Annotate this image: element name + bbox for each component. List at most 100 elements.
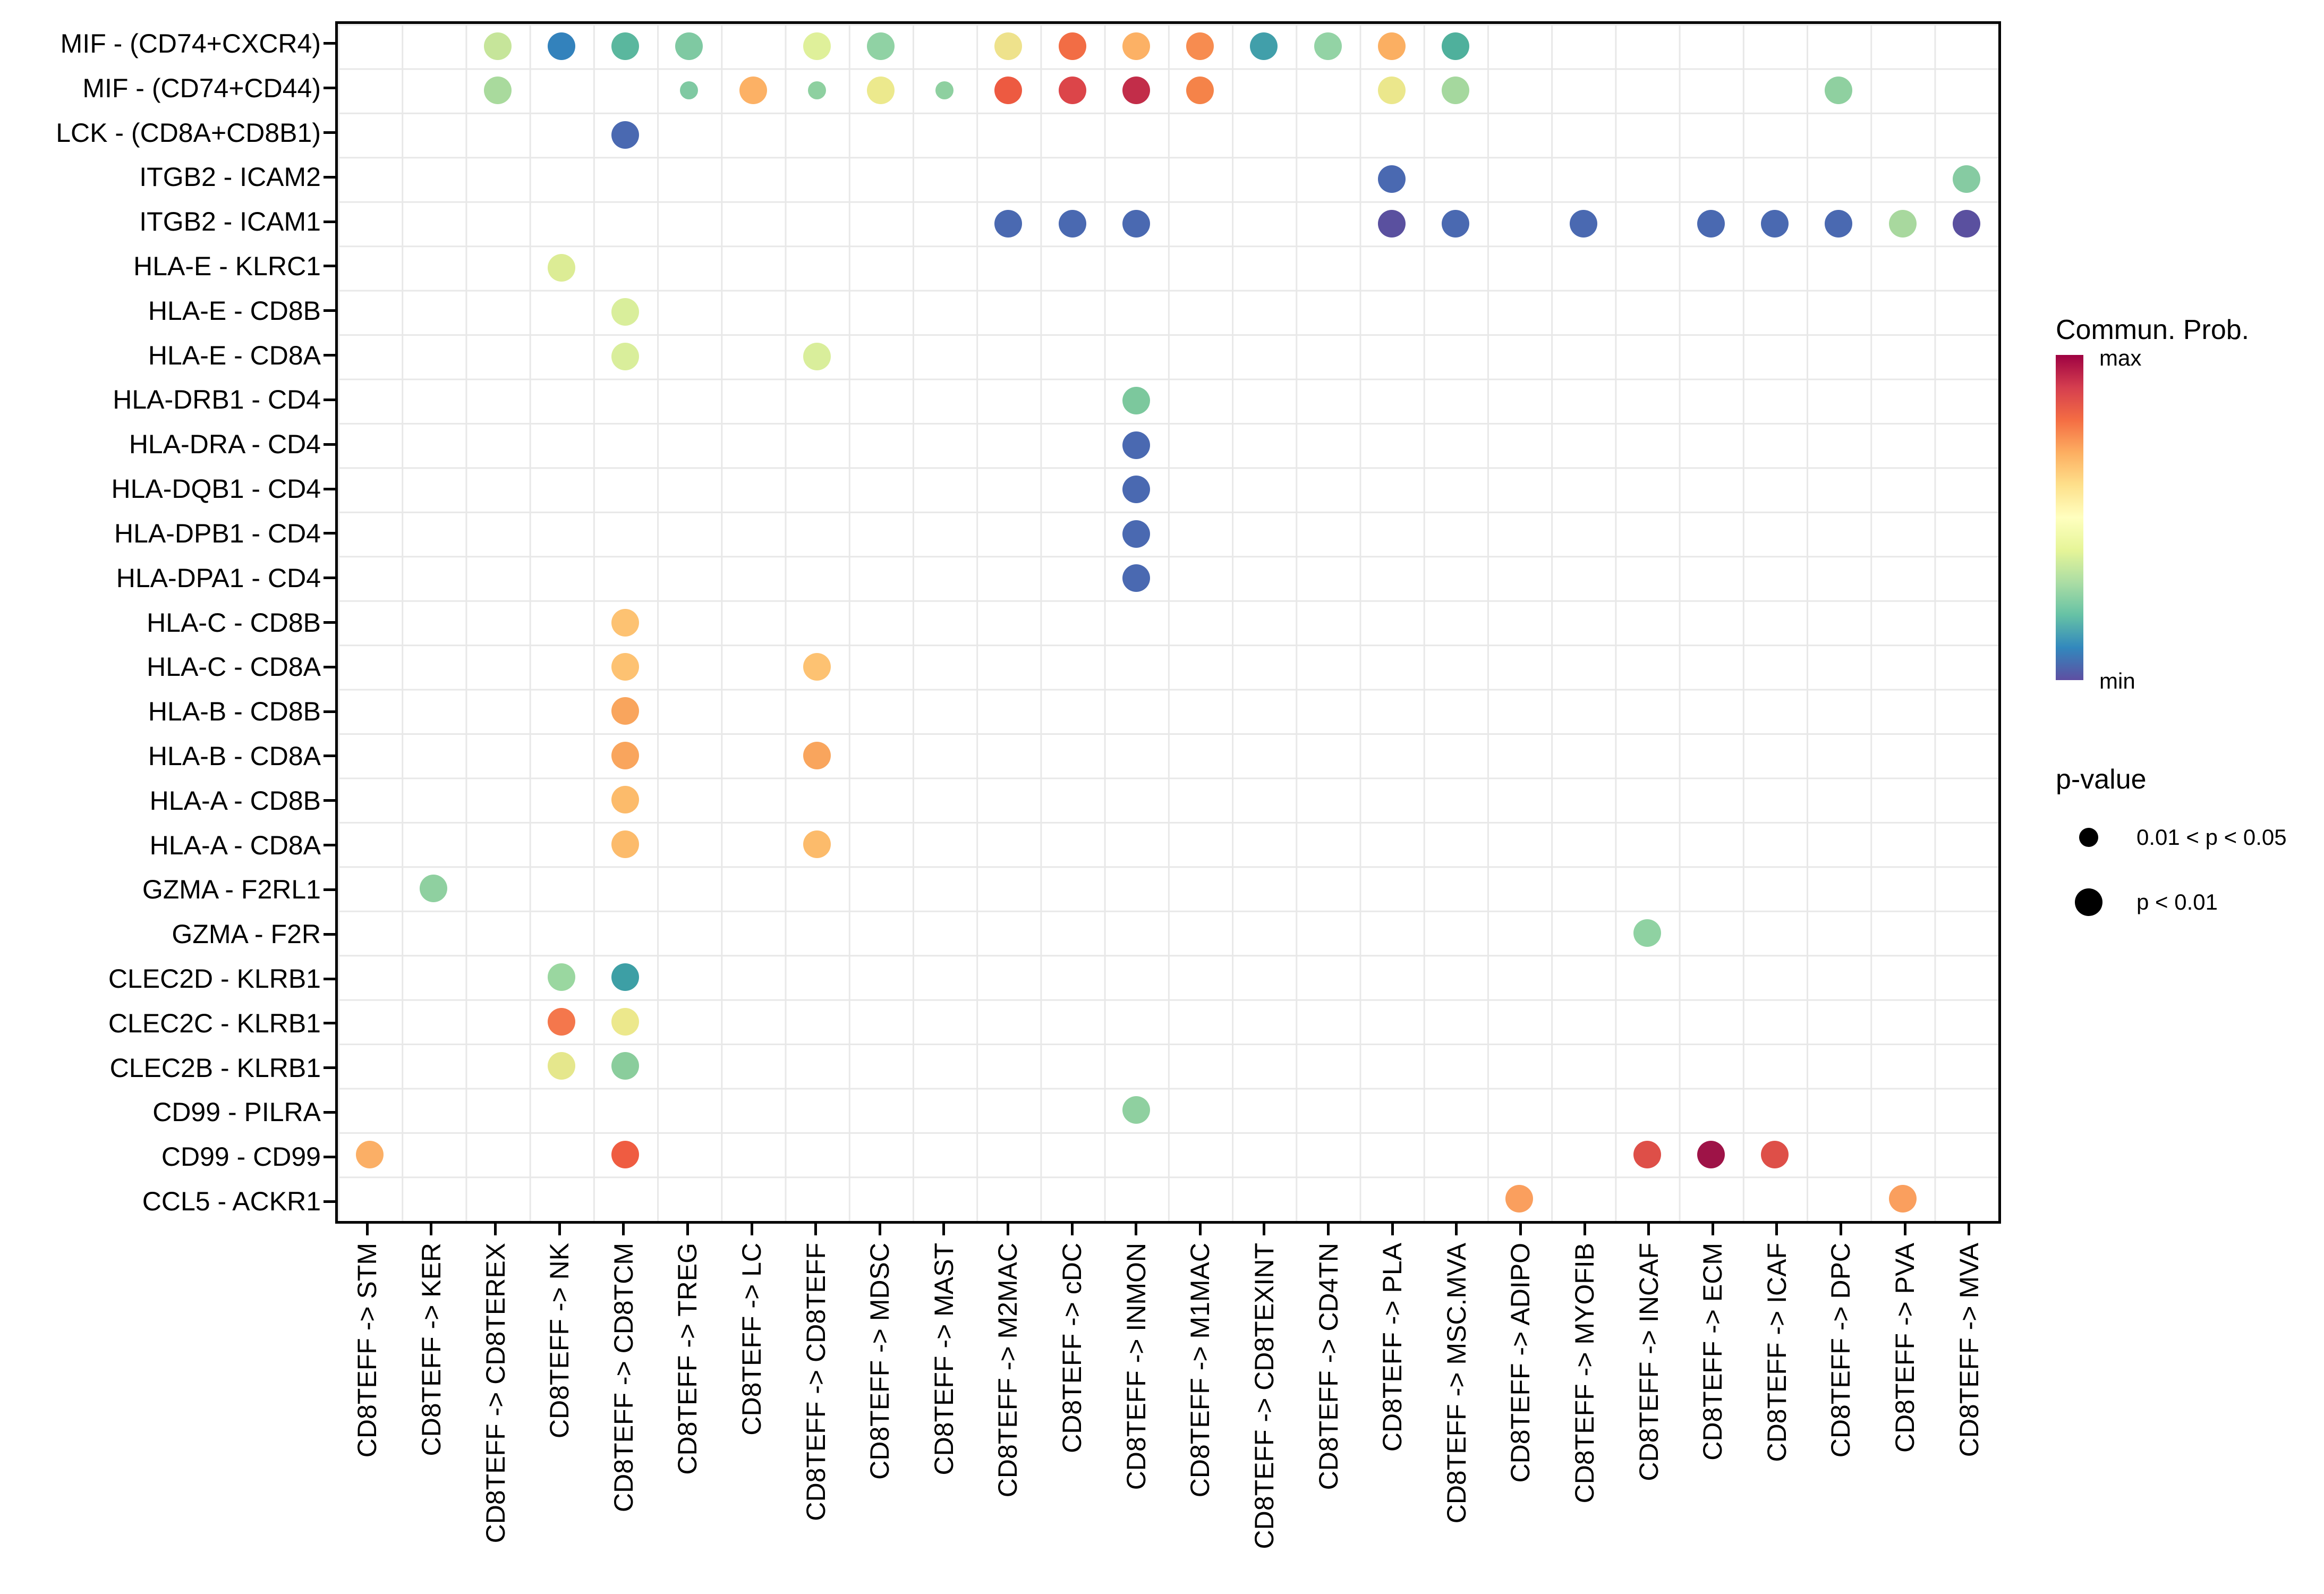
x-axis-label: CD8TEFF -> MDSC (865, 1243, 895, 1480)
dot (1888, 1185, 1917, 1213)
x-axis-tick (1711, 1224, 1714, 1235)
y-axis-tick (324, 1066, 335, 1070)
dot (680, 81, 699, 100)
y-axis-label: HLA-B - CD8B (148, 697, 321, 727)
x-axis-label: CD8TEFF -> CD4TN (1313, 1243, 1343, 1490)
y-axis-tick (324, 977, 335, 980)
dot (547, 253, 575, 282)
y-axis-label: MIF - (CD74+CXCR4) (60, 28, 321, 58)
x-axis-label: CD8TEFF -> ICAF (1761, 1243, 1792, 1462)
x-axis-tick (814, 1224, 818, 1235)
x-axis-tick (1070, 1224, 1074, 1235)
dot (1697, 1140, 1725, 1168)
x-axis-tick (878, 1224, 881, 1235)
x-axis-tick (558, 1224, 561, 1235)
x-axis-label: CD8TEFF -> MAST (929, 1243, 959, 1476)
dot (1633, 1140, 1661, 1168)
dot (935, 81, 954, 100)
x-axis-tick (494, 1224, 497, 1235)
dot (1122, 387, 1150, 415)
x-axis-label: CD8TEFF -> MSC.MVA (1441, 1243, 1471, 1524)
dot (1377, 209, 1406, 238)
x-axis-tick (686, 1224, 689, 1235)
dot (1377, 165, 1406, 193)
x-axis-tick (1327, 1224, 1330, 1235)
x-axis-label: CD8TEFF -> CD8TEREX (480, 1243, 510, 1544)
y-axis-tick (324, 576, 335, 580)
y-axis-label: CLEC2C - KLRB1 (108, 1008, 321, 1038)
y-axis-tick (324, 621, 335, 624)
dot (1952, 165, 1980, 193)
y-axis-tick (324, 799, 335, 802)
dot (1122, 32, 1150, 60)
dot (1122, 564, 1150, 592)
dot (1952, 209, 1980, 238)
dot (1825, 209, 1853, 238)
dot (1569, 209, 1597, 238)
x-axis-tick (1006, 1224, 1009, 1235)
dot (994, 77, 1023, 105)
dot (739, 77, 767, 105)
y-axis-label: HLA-DRB1 - CD4 (113, 385, 321, 415)
y-axis-tick (324, 42, 335, 45)
dot (611, 697, 640, 725)
y-axis-tick (324, 220, 335, 223)
dot (1633, 919, 1661, 947)
dot (611, 963, 640, 991)
y-axis-tick (324, 87, 335, 90)
colorbar-max-label: max (2099, 345, 2142, 370)
dot (1761, 1140, 1789, 1168)
x-axis-label: CD8TEFF -> DPC (1826, 1243, 1856, 1458)
y-axis-tick (324, 665, 335, 668)
dot (547, 1007, 575, 1036)
x-axis-label: CD8TEFF -> ADIPO (1505, 1243, 1536, 1483)
dot (807, 81, 826, 100)
dot (1122, 476, 1150, 504)
y-axis-tick (324, 175, 335, 179)
x-axis-label: CD8TEFF -> MVA (1954, 1243, 1984, 1457)
x-axis-label: CD8TEFF -> LC (737, 1243, 767, 1436)
x-axis-tick (1135, 1224, 1138, 1235)
dot (483, 77, 512, 105)
dot (611, 1052, 640, 1080)
dot (1186, 32, 1214, 60)
y-axis-label: HLA-A - CD8B (149, 785, 321, 816)
dot (611, 342, 640, 370)
x-axis-label: CD8TEFF -> M1MAC (1185, 1243, 1215, 1498)
dot (1186, 77, 1214, 105)
x-axis-tick (1839, 1224, 1842, 1235)
y-axis-label: HLA-E - CD8B (148, 295, 321, 326)
dot (1761, 209, 1789, 238)
x-axis-tick (1903, 1224, 1906, 1235)
y-axis-label: HLA-DPA1 - CD4 (116, 563, 321, 593)
x-axis-tick (1775, 1224, 1778, 1235)
dot (611, 652, 640, 681)
dot (1058, 32, 1086, 60)
y-axis-label: CCL5 - ACKR1 (142, 1186, 321, 1217)
dot (1122, 77, 1150, 105)
y-axis-label: HLA-C - CD8A (147, 652, 321, 682)
dot (1442, 32, 1470, 60)
dot (1250, 32, 1278, 60)
x-axis-tick (1583, 1224, 1586, 1235)
dot (1314, 32, 1342, 60)
y-axis-label: CD99 - PILRA (152, 1097, 321, 1127)
dot (1058, 77, 1086, 105)
x-axis-label: CD8TEFF -> TREG (672, 1243, 703, 1475)
y-axis-label: ITGB2 - ICAM2 (139, 162, 321, 192)
x-axis-tick (942, 1224, 946, 1235)
y-axis-label: GZMA - F2RL1 (142, 875, 321, 905)
x-axis-label: CD8TEFF -> KER (416, 1243, 446, 1456)
dot (1697, 209, 1725, 238)
y-axis-tick (324, 532, 335, 535)
y-axis-label: LCK - (CD8A+CD8B1) (56, 117, 321, 148)
pvalue-large-dot-icon (2075, 888, 2102, 916)
y-axis-tick (324, 309, 335, 312)
dot (1122, 209, 1150, 238)
x-axis-label: CD8TEFF -> PVA (1890, 1243, 1920, 1453)
dot (611, 298, 640, 326)
y-axis-label: HLA-DPB1 - CD4 (114, 518, 321, 548)
dot (1442, 209, 1470, 238)
y-axis-label: HLA-C - CD8B (147, 607, 321, 638)
x-axis-tick (1647, 1224, 1650, 1235)
